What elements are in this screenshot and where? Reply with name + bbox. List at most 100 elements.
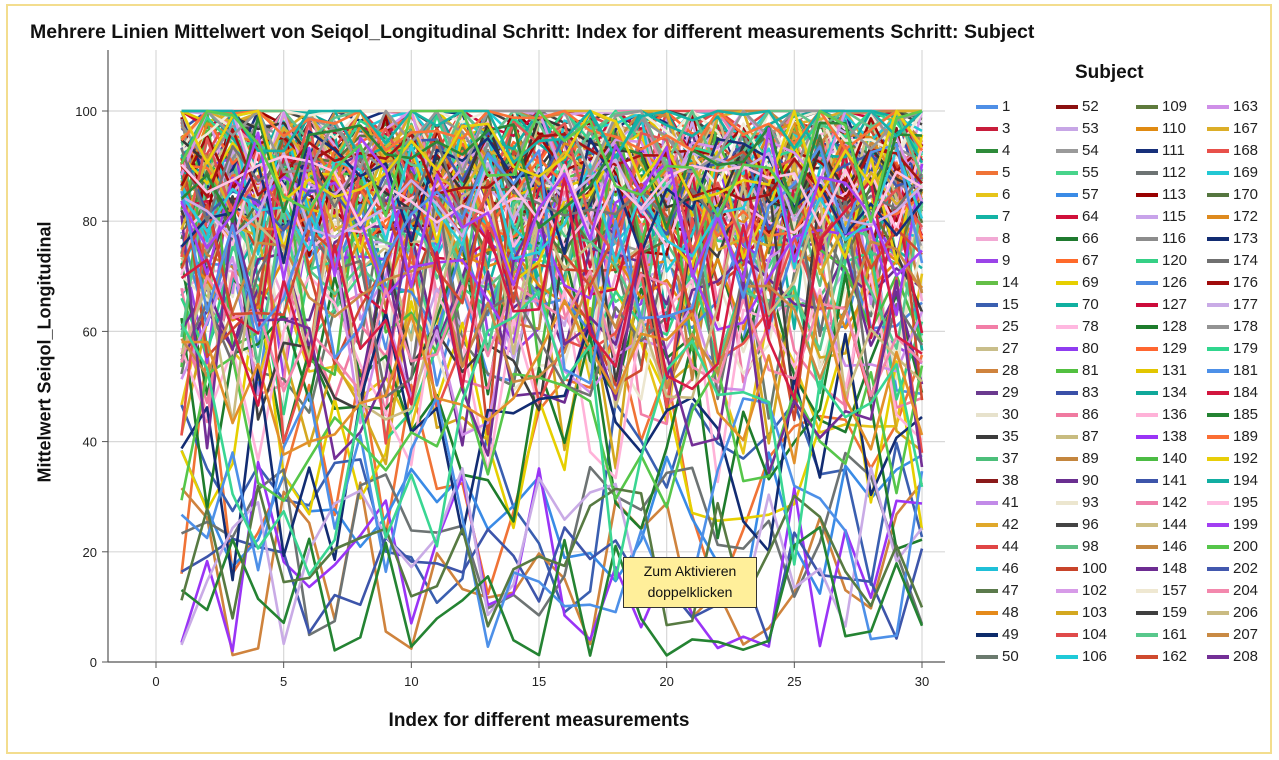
legend-swatch: [1056, 589, 1078, 593]
series-line-234: [181, 294, 924, 465]
legend-label: 199: [1233, 516, 1259, 533]
x-tick-label: 30: [915, 674, 929, 689]
axes: 0 5 10 15 20 25 30 0 20 40 60 80 100: [75, 50, 945, 689]
legend-label: 126: [1162, 274, 1188, 291]
legend-swatch: [1136, 303, 1158, 307]
legend-swatch: [1136, 127, 1158, 131]
legend: 1 3 4 5 6 7 8 9 14 15 25 27 28 29 30 35 37 38 41 42 44 46 47 48…: [974, 97, 1268, 753]
legend-swatch: [1207, 105, 1229, 109]
legend-swatch: [1056, 347, 1078, 351]
tooltip-line-2: doppelklicken: [647, 584, 733, 600]
legend-label: 169: [1233, 164, 1259, 181]
legend-swatch: [1056, 523, 1078, 527]
legend-label: 57: [1082, 186, 1099, 203]
legend-label: 103: [1082, 604, 1108, 621]
chart-title: Mehrere Linien Mittelwert von Seiqol_Lon…: [30, 21, 1035, 43]
legend-label: 159: [1162, 604, 1188, 621]
legend-swatch: [1207, 435, 1229, 439]
legend-label: 168: [1233, 142, 1259, 159]
legend-label: 83: [1082, 384, 1099, 401]
legend-swatch: [1136, 259, 1158, 263]
legend-swatch: [1207, 171, 1229, 175]
x-tick-label: 10: [404, 674, 418, 689]
legend-swatch: [1056, 479, 1078, 483]
legend-swatch: [1207, 501, 1229, 505]
y-tick-label: 60: [83, 324, 97, 339]
legend-label: 96: [1082, 516, 1099, 533]
legend-label: 176: [1233, 274, 1259, 291]
legend-swatch: [1056, 391, 1078, 395]
legend-swatch: [1207, 281, 1229, 285]
x-tick-label: 5: [280, 674, 287, 689]
legend-label: 64: [1082, 208, 1099, 225]
legend-label: 25: [1002, 318, 1019, 335]
legend-swatch: [1207, 413, 1229, 417]
legend-swatch: [1136, 523, 1158, 527]
legend-swatch: [976, 501, 998, 505]
legend-label: 9: [1002, 252, 1011, 269]
series-line-251: [180, 176, 923, 407]
legend-label: 127: [1162, 296, 1188, 313]
legend-swatch: [1207, 303, 1229, 307]
series-line-57: [180, 449, 923, 600]
series-line-173: [180, 310, 923, 582]
legend-label: 174: [1233, 252, 1259, 269]
legend-swatch: [1207, 237, 1229, 241]
legend-label: 138: [1162, 428, 1188, 445]
activate-tooltip[interactable]: Zum Aktivieren doppelklicken: [623, 557, 757, 608]
legend-label: 192: [1233, 450, 1259, 467]
series-line-208: [180, 208, 924, 475]
legend-swatch: [1056, 105, 1078, 109]
legend-label: 112: [1162, 164, 1186, 181]
legend-title: Subject: [1075, 62, 1144, 83]
legend-swatch: [1136, 237, 1158, 241]
legend-label: 208: [1233, 648, 1259, 665]
legend-swatch: [976, 303, 998, 307]
legend-label: 90: [1082, 472, 1099, 489]
series-line-242: [180, 151, 923, 239]
legend-label: 167: [1233, 120, 1259, 137]
y-tick-label: 80: [83, 214, 97, 229]
legend-label: 140: [1162, 450, 1188, 467]
legend-swatch: [1056, 545, 1078, 549]
legend-label: 37: [1002, 450, 1019, 467]
legend-label: 8: [1002, 230, 1011, 247]
legend-label: 141: [1162, 472, 1188, 489]
series-line-258: [181, 109, 923, 164]
legend-swatch: [1207, 259, 1229, 263]
y-tick-label: 100: [75, 104, 97, 119]
legend-label: 78: [1082, 318, 1099, 335]
legend-label: 202: [1233, 560, 1259, 577]
legend-swatch: [1136, 413, 1158, 417]
legend-label: 185: [1233, 406, 1259, 423]
legend-label: 70: [1082, 296, 1099, 313]
legend-label: 207: [1233, 626, 1259, 643]
legend-label: 110: [1162, 120, 1186, 137]
legend-swatch: [1136, 347, 1158, 351]
legend-swatch: [1056, 303, 1078, 307]
legend-label: 195: [1233, 494, 1259, 511]
legend-swatch: [1136, 215, 1158, 219]
legend-swatch: [1056, 237, 1078, 241]
x-tick-label: 20: [659, 674, 673, 689]
legend-label: 52: [1082, 98, 1099, 115]
legend-swatch: [976, 435, 998, 439]
legend-swatch: [976, 369, 998, 373]
series-layer: [180, 109, 924, 657]
legend-swatch: [976, 655, 998, 659]
legend-label: 115: [1162, 208, 1186, 225]
legend-swatch: [1056, 171, 1078, 175]
legend-swatch: [1136, 457, 1158, 461]
legend-label: 179: [1233, 340, 1259, 357]
legend-label: 142: [1162, 494, 1188, 511]
legend-label: 4: [1002, 142, 1011, 159]
legend-swatch: [1207, 369, 1229, 373]
legend-label: 27: [1002, 340, 1019, 357]
legend-label: 148: [1162, 560, 1188, 577]
y-tick-label: 0: [90, 655, 97, 670]
legend-label: 146: [1162, 538, 1188, 555]
legend-label: 144: [1162, 516, 1188, 533]
series-line-263: [180, 109, 923, 224]
legend-swatch: [1056, 149, 1078, 153]
